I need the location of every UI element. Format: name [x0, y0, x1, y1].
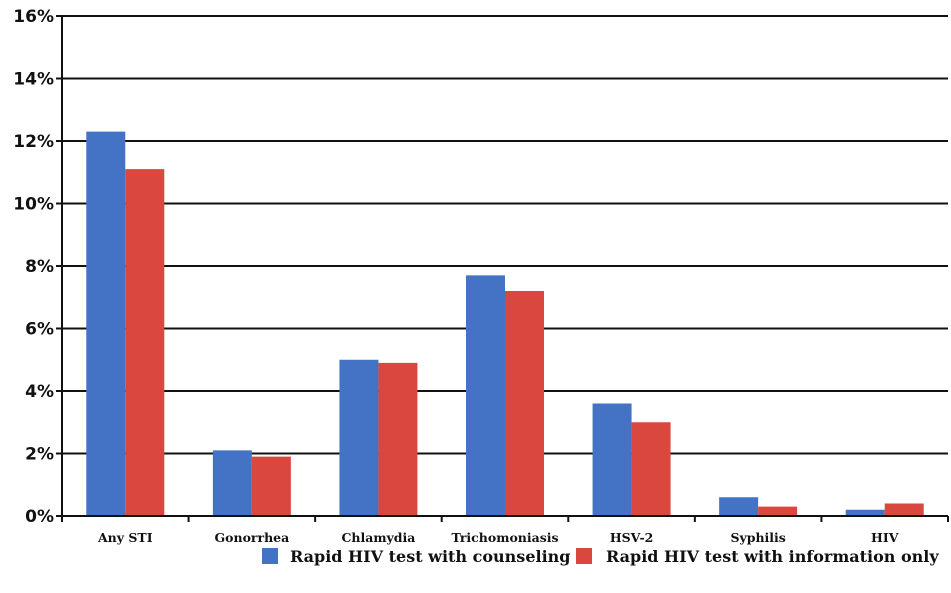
x-axis-ticks: Any STI Gonorrhea Chlamydia Trichomoniasis H… — [61, 516, 949, 545]
y-tick-label: 2% — [25, 445, 54, 465]
bar-information-only — [378, 362, 418, 516]
bar-counseling — [845, 509, 885, 516]
x-tick-label: Gonorrhea — [214, 530, 289, 545]
y-tick-label: 4% — [25, 382, 54, 402]
bar-counseling — [212, 450, 252, 516]
bar-information-only — [631, 422, 671, 516]
y-tick-label: 14% — [13, 70, 54, 90]
legend-label: Rapid HIV test with counseling — [290, 547, 570, 566]
legend-swatch — [576, 548, 592, 564]
bars — [86, 131, 924, 516]
x-tick-label: HIV — [871, 530, 899, 545]
y-tick-label: 10% — [13, 195, 54, 215]
legend: Rapid HIV test with counseling Rapid HIV … — [262, 547, 939, 566]
y-tick-label: 16% — [13, 7, 54, 27]
x-tick-label: Trichomoniasis — [451, 530, 558, 545]
y-tick-label: 12% — [13, 132, 54, 152]
x-tick-label: Syphilis — [730, 530, 785, 545]
bar-information-only — [505, 291, 544, 516]
bar-information-only — [125, 169, 165, 516]
y-tick-label: 6% — [25, 320, 54, 340]
legend-label: Rapid HIV test with information only — [606, 547, 939, 566]
bar-counseling — [719, 497, 759, 516]
bar-information-only — [251, 456, 291, 516]
bar-counseling — [339, 359, 379, 516]
bar-information-only — [884, 503, 924, 516]
bar-counseling — [466, 275, 505, 516]
bar-counseling — [86, 131, 126, 516]
x-tick-label: HSV-2 — [610, 530, 654, 545]
legend-swatch — [262, 548, 278, 564]
x-tick-label: Any STI — [97, 530, 153, 545]
y-tick-label: 8% — [25, 257, 54, 277]
x-tick-label: Chlamydia — [341, 530, 415, 545]
y-tick-label: 0% — [25, 507, 54, 527]
bar-information-only — [758, 506, 798, 516]
y-axis-ticks: 0% 2% 4% 6% 8% 10% 12% 14% 16% — [13, 7, 62, 527]
bar-counseling — [592, 403, 632, 516]
